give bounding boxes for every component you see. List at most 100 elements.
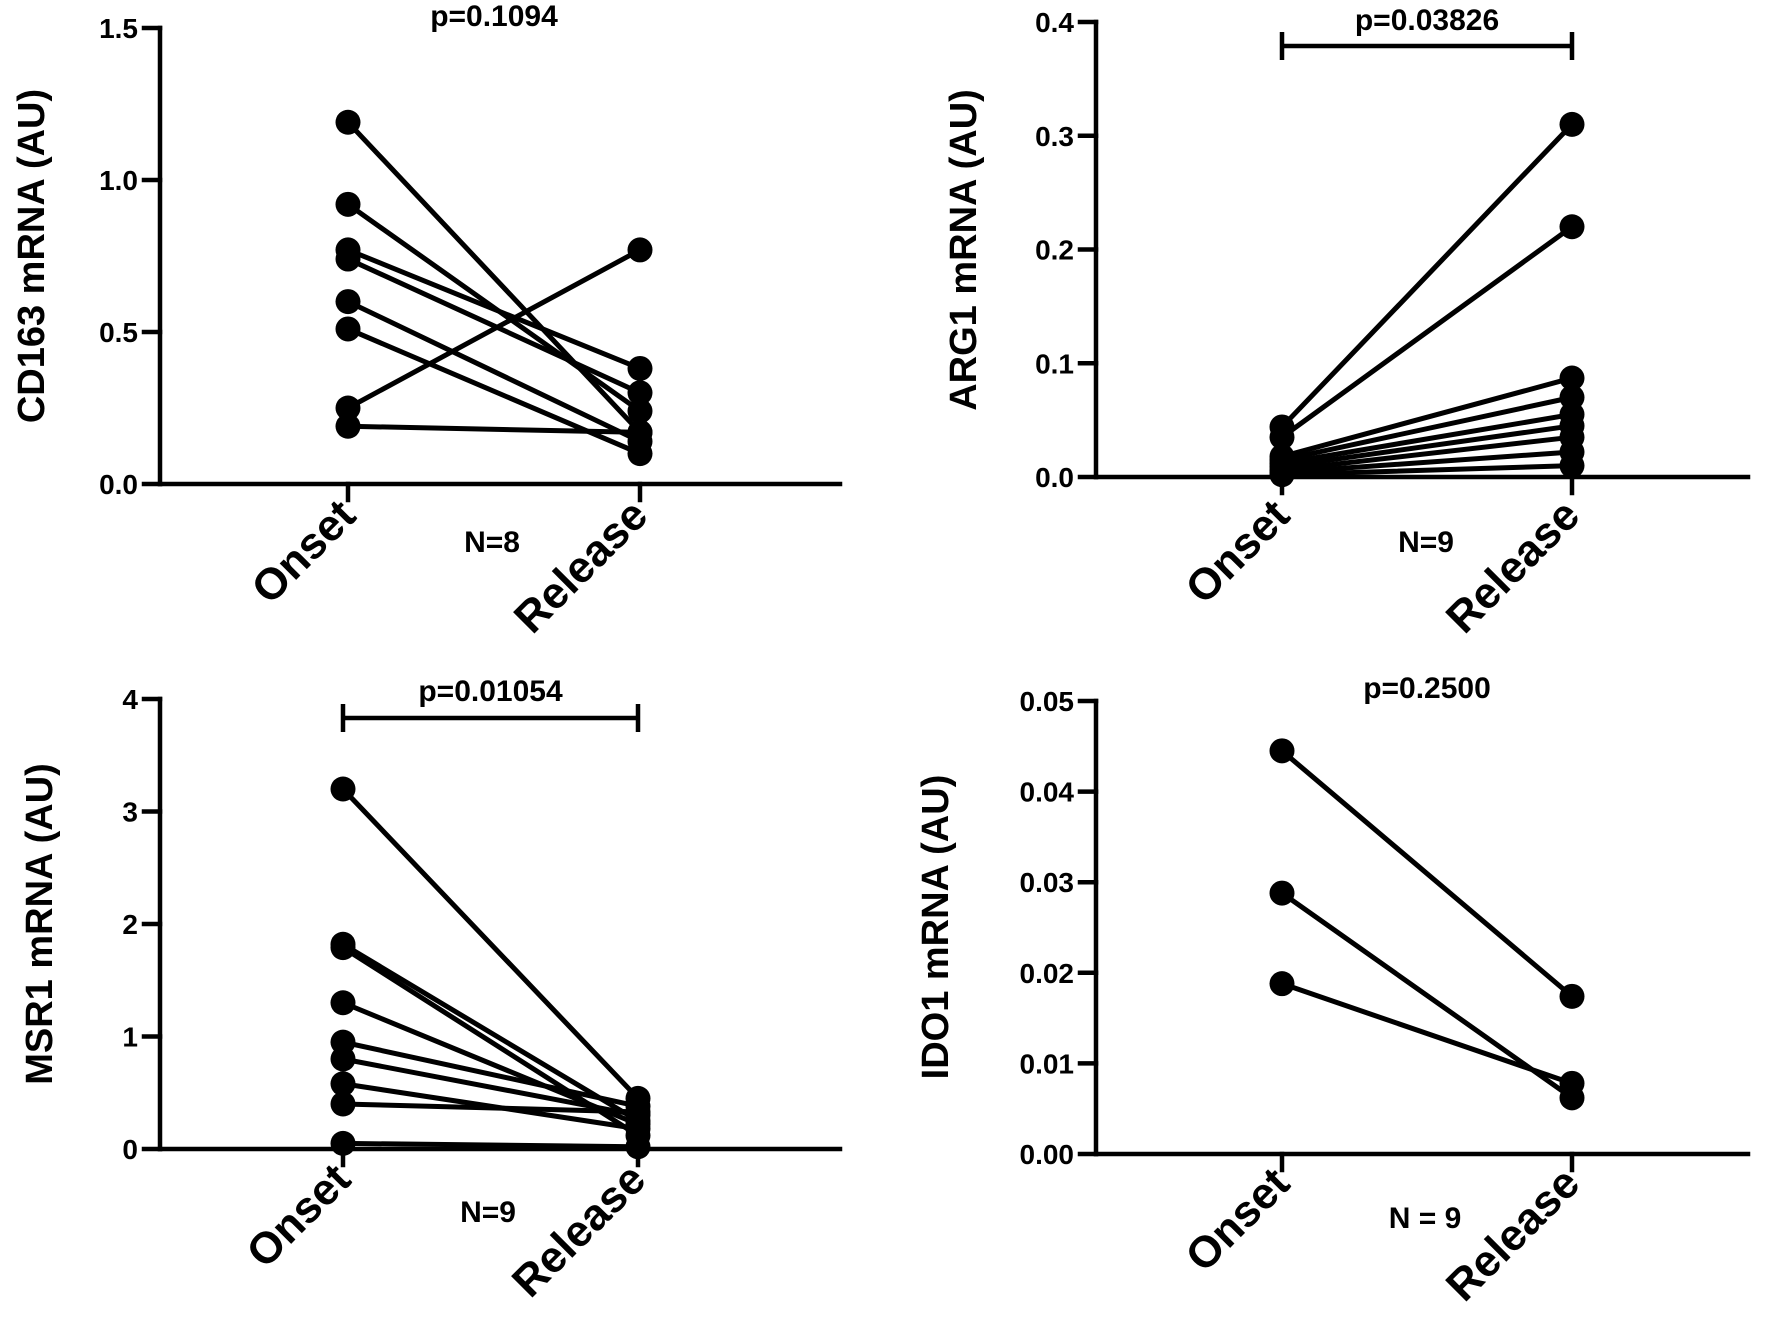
- y-tick-label: 0.00: [1020, 1139, 1075, 1170]
- y-axis-title: IDO1 mRNA (AU): [915, 775, 957, 1080]
- series-line-5: [1279, 411, 1575, 466]
- x-category-label-onset: Onset: [1176, 1158, 1299, 1281]
- data-point-onset: [335, 109, 361, 135]
- data-point-onset: [330, 990, 356, 1016]
- data-point-onset: [1269, 971, 1295, 997]
- p-value-label: p=0.01054: [418, 675, 563, 708]
- panel-3: 0 1 2 3 4 Onset Release MSR1 mRNA (AU) p=0.01054…: [19, 675, 843, 1307]
- data-point-release: [627, 419, 653, 445]
- data-point-release: [625, 1099, 651, 1125]
- data-point-onset: [335, 316, 361, 342]
- n-label: N=8: [464, 526, 520, 559]
- y-tick-label: 2: [122, 909, 138, 940]
- y-tick-label: 0.03: [1020, 867, 1075, 898]
- data-point-onset: [330, 1091, 356, 1117]
- y-tick-label: 0.2: [1035, 235, 1074, 266]
- y-axis-title: CD163 mRNA (AU): [11, 89, 53, 423]
- series-line-3: [345, 247, 643, 371]
- data-point-release: [1559, 453, 1585, 479]
- data-point-onset: [335, 413, 361, 439]
- x-category-label-onset: Onset: [237, 1154, 360, 1277]
- series-line-8: [340, 1101, 641, 1115]
- data-point-onset: [335, 191, 361, 217]
- series-line-6: [1279, 423, 1575, 470]
- x-category-label-onset: Onset: [242, 490, 365, 613]
- n-label: N=9: [460, 1196, 516, 1229]
- y-tick-label: 0.04: [1020, 777, 1075, 808]
- n-label: N = 9: [1389, 1202, 1462, 1235]
- data-point-onset: [330, 776, 356, 802]
- y-tick-label: 0.0: [99, 469, 138, 500]
- data-point-release: [1559, 1070, 1585, 1096]
- data-point-onset: [335, 395, 361, 421]
- p-value-label: p=0.2500: [1363, 672, 1491, 705]
- data-point-release: [1559, 214, 1585, 240]
- y-tick-label: 0.4: [1035, 7, 1074, 38]
- panel-2: 0.0 0.1 0.2 0.3 0.4 Onset Release ARG1 mRNA (AU…: [943, 4, 1751, 643]
- series-line-7: [345, 247, 643, 411]
- series-line-5: [340, 1039, 641, 1109]
- series-line-6: [345, 326, 643, 457]
- y-tick-label: 3: [122, 797, 138, 828]
- series-line-9: [340, 1140, 641, 1150]
- y-tick-label: 1: [122, 1022, 138, 1053]
- y-tick-label: 0.01: [1020, 1048, 1075, 1079]
- series-line-1: [1279, 121, 1575, 430]
- series-line-2: [340, 941, 641, 1124]
- n-label: N=9: [1398, 526, 1454, 559]
- data-point-onset: [330, 1071, 356, 1097]
- series-line-3: [1279, 375, 1575, 460]
- series-line-1: [1279, 748, 1575, 999]
- data-point-onset: [330, 935, 356, 961]
- y-tick-label: 4: [122, 684, 138, 715]
- data-point-release: [627, 237, 653, 263]
- series-line-1: [340, 786, 641, 1101]
- data-point-onset: [1269, 738, 1295, 764]
- panel-1: 0.0 0.5 1.0 1.5 Onset Release CD163 mRNA (AU) p…: [11, 0, 843, 643]
- data-point-release: [1559, 365, 1585, 391]
- data-point-release: [627, 380, 653, 406]
- series-line-7: [1279, 434, 1575, 473]
- y-tick-label: 0.05: [1020, 686, 1075, 717]
- y-tick-label: 1.0: [99, 165, 138, 196]
- y-tick-label: 0.02: [1020, 958, 1075, 989]
- series-line-9: [1279, 463, 1575, 478]
- p-value-label: p=0.1094: [430, 0, 558, 33]
- series-line-5: [345, 299, 643, 444]
- data-point-release: [627, 398, 653, 424]
- data-point-release: [1559, 983, 1585, 1009]
- y-tick-label: 0.1: [1035, 348, 1074, 379]
- y-tick-label: 1.5: [99, 13, 138, 44]
- significance-bracket: [340, 704, 641, 732]
- y-axis-title: ARG1 mRNA (AU): [943, 89, 985, 411]
- data-point-onset: [335, 289, 361, 315]
- series-line-2: [1279, 224, 1575, 440]
- data-point-release: [1559, 111, 1585, 137]
- x-category-label-release: Release: [503, 1154, 655, 1306]
- x-category-label-release: Release: [505, 490, 657, 642]
- data-point-onset: [1269, 880, 1295, 906]
- data-point-onset: [330, 1130, 356, 1156]
- x-category-label-release: Release: [1437, 490, 1589, 642]
- y-tick-label: 0: [122, 1134, 138, 1165]
- y-axis-title: MSR1 mRNA (AU): [19, 763, 61, 1085]
- series-line-4: [1279, 394, 1575, 463]
- series-line-3: [1279, 981, 1575, 1086]
- y-tick-label: 0.0: [1035, 462, 1074, 493]
- series-line-6: [340, 1056, 641, 1118]
- series-line-1: [345, 119, 643, 435]
- data-point-release: [627, 355, 653, 381]
- series-line-4: [345, 256, 643, 396]
- data-point-onset: [1269, 424, 1295, 450]
- series-line-2: [1279, 890, 1575, 1101]
- data-point-release: [627, 441, 653, 467]
- p-value-label: p=0.03826: [1355, 4, 1499, 37]
- data-point-release: [625, 1134, 651, 1160]
- y-tick-label: 0.5: [99, 317, 138, 348]
- significance-bracket: [1279, 32, 1575, 60]
- series-line-8: [1279, 449, 1575, 475]
- series-line-8: [345, 423, 643, 435]
- y-tick-label: 0.3: [1035, 121, 1074, 152]
